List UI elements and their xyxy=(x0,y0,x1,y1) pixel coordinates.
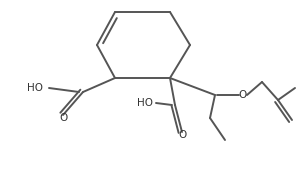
Text: HO: HO xyxy=(27,83,43,93)
Text: O: O xyxy=(239,90,247,100)
Text: O: O xyxy=(60,113,68,123)
Text: HO: HO xyxy=(137,98,153,108)
Text: O: O xyxy=(179,130,187,140)
